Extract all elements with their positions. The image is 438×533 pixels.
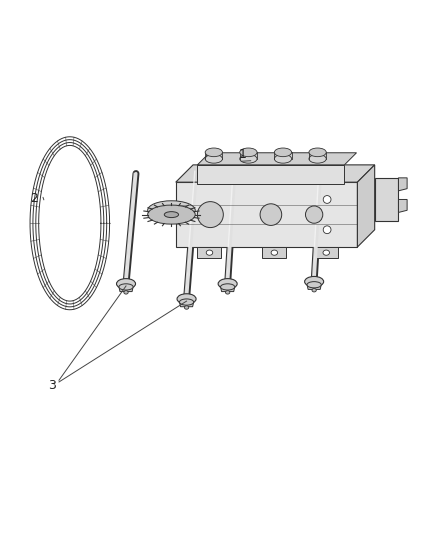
Polygon shape (198, 247, 221, 258)
Polygon shape (221, 288, 235, 292)
Ellipse shape (148, 201, 195, 220)
Polygon shape (176, 182, 357, 247)
Ellipse shape (218, 279, 237, 289)
Polygon shape (198, 165, 344, 184)
Polygon shape (314, 247, 338, 258)
Ellipse shape (119, 284, 133, 290)
Polygon shape (399, 178, 407, 191)
Ellipse shape (198, 201, 223, 228)
Polygon shape (307, 286, 321, 289)
Ellipse shape (177, 294, 196, 304)
Ellipse shape (164, 212, 179, 217)
Polygon shape (399, 199, 407, 213)
Ellipse shape (323, 196, 331, 204)
Text: 3: 3 (49, 379, 57, 392)
Polygon shape (176, 165, 374, 182)
Ellipse shape (240, 148, 257, 157)
Text: 1: 1 (239, 148, 247, 161)
Ellipse shape (305, 206, 323, 223)
Ellipse shape (323, 250, 329, 255)
Ellipse shape (124, 290, 128, 294)
Polygon shape (119, 288, 133, 292)
Polygon shape (180, 303, 194, 306)
Ellipse shape (309, 155, 326, 163)
Ellipse shape (226, 290, 230, 294)
Ellipse shape (240, 155, 257, 163)
Ellipse shape (148, 205, 195, 224)
Ellipse shape (205, 155, 223, 163)
Polygon shape (198, 153, 357, 165)
Ellipse shape (205, 148, 223, 157)
Ellipse shape (117, 279, 135, 289)
Ellipse shape (184, 306, 189, 309)
Ellipse shape (274, 148, 292, 157)
Ellipse shape (309, 148, 326, 157)
Ellipse shape (312, 288, 316, 292)
Ellipse shape (323, 226, 331, 233)
Ellipse shape (271, 250, 278, 255)
Ellipse shape (304, 277, 324, 287)
Text: 2: 2 (30, 192, 38, 205)
Polygon shape (374, 178, 399, 221)
Ellipse shape (206, 250, 213, 255)
Ellipse shape (180, 299, 194, 305)
Ellipse shape (260, 204, 282, 225)
Ellipse shape (274, 155, 292, 163)
Ellipse shape (307, 281, 321, 288)
Polygon shape (357, 165, 374, 247)
Polygon shape (262, 247, 286, 258)
Ellipse shape (220, 284, 235, 290)
